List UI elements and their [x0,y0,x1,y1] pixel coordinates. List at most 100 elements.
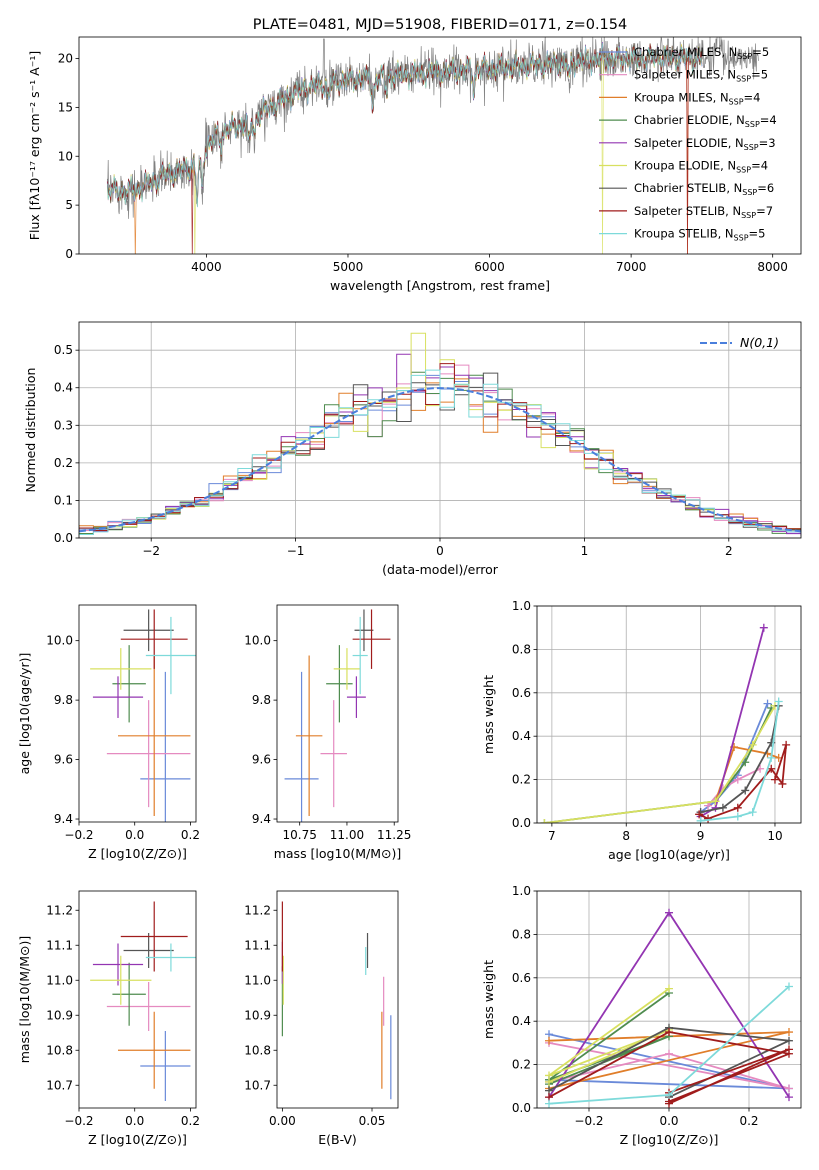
series-point [545,1036,553,1045]
chart-title: PLATE=0481, MJD=51908, FIBERID=0171, z=0… [253,17,627,33]
series-point [748,740,757,749]
series-point [718,803,727,812]
legend-label: Chabrier MILES, NSSP=5 [634,45,769,61]
x-tick-label: 7000 [616,260,647,274]
x-tick-label: 0.2 [739,1114,758,1128]
series-point [665,1049,673,1058]
y-tick-label: 10.9 [46,1008,73,1022]
y-tick-label: 10.9 [244,1008,271,1022]
x-tick-label: 0.2 [181,828,200,842]
y-tick-label: 0.4 [54,381,73,395]
errorbar-chabrier-stelib [354,609,374,652]
errorbar-salpeter-elodie [92,676,144,718]
legend-label: Salpeter ELODIE, NSSP=3 [634,136,776,152]
series-point [785,1028,793,1037]
axes: 10.75 11.00 11.25 9.4 9.6 9.8 10.0 mass [log10(… [244,604,411,861]
x-tick-label: 0.05 [359,1114,386,1128]
y-tick-label: 0.2 [512,773,531,787]
legend-label-prefix: Kroupa STELIB, N [634,227,734,241]
y-tick-label: 0.6 [512,971,531,985]
errorbar-salpeter-stelib [120,901,188,972]
x-tick-label: 11.25 [377,828,411,842]
y-tick-label: 1.0 [512,884,531,898]
errorbar-chabrier-elodie [112,962,146,1026]
legend-label-sub: SSP [741,211,756,220]
panel-mass-vs-Z: −0.2 0.0 0.2 10.7 10.8 10.9 11.0 11.1 11.2 Z [log… [17,890,200,1147]
series-point [665,908,673,917]
errorbar-salpeter-stelib [352,609,391,669]
errorbar-chabrier-stelib [123,933,174,968]
panel-massweight-vs-Z: −0.2 0.0 0.2 0.0 0.2 0.4 0.6 0.8 1.0 Z [log10(Z/Z… [481,884,802,1147]
errorbar-chabrier-miles [140,1031,191,1101]
x-tick-label: 8000 [757,260,788,274]
axes-frame [78,890,197,1109]
errorbar-chabrier-miles [284,671,319,822]
x-axis-label: E(B-V) [318,1132,357,1147]
y-tick-label: 11.0 [244,973,271,987]
series-point [782,740,791,749]
x-tick-label: 6000 [474,260,505,274]
legend-label-prefix: Kroupa ELODIE, N [634,159,736,173]
y-tick-label: 10.7 [46,1078,73,1092]
data-spectrum-line [106,37,759,219]
y-tick-label: 11.2 [46,903,73,917]
errorbar-salpeter-elodie [346,676,366,718]
errorbar-salpeter-miles [320,700,347,808]
legend-label-sub: SSP [736,75,751,84]
series-point [778,779,787,788]
series-point [759,623,768,632]
series-point [545,1071,553,1080]
x-tick-label: 7 [548,829,556,843]
axes-frame [536,605,802,824]
plot-area [540,623,791,823]
x-tick-label: 0.00 [269,1114,296,1128]
y-tick-label: 0.8 [512,927,531,941]
legend-label-sub: SSP [744,143,759,152]
y-tick-label: 10.8 [46,1043,73,1057]
y-tick-label: 0.0 [512,816,531,830]
x-tick-label: 0 [436,544,444,558]
legend-label: Kroupa ELODIE, NSSP=4 [634,159,768,175]
y-tick-label: 20 [58,52,73,66]
x-axis-label: Z [log10(Z/Z⊙)] [88,1132,187,1147]
x-tick-label: 0.0 [659,1114,678,1128]
panel-age-vs-Z: −0.2 0.0 0.2 9.4 9.6 9.8 10.0 Z [log10(Z/Z⊙)] ag… [17,604,200,861]
legend-label-sub: SSP [734,234,749,243]
legend-label-suffix: =5 [751,68,768,82]
axes: 7 8 9 10 0.0 0.2 0.4 0.6 0.8 1.0 age [log10(age/yr… [481,599,802,862]
legend-label-prefix: Chabrier STELIB, N [634,181,742,195]
errorbar-chabrier-elodie [326,645,353,723]
series-kroupa-stelib [545,982,793,1108]
y-tick-label: 5 [65,198,73,212]
x-axis-label: Z [log10(Z/Z⊙)] [620,1132,719,1147]
panel-residuals: −2 −1 0 1 2 0.0 0.1 0.2 0.3 0.4 0.5 (data-model)/er… [23,321,802,577]
panel-mass-vs-ebv: 0.00 0.05 10.7 10.8 10.9 11.0 11.1 11.2 E(B-V) [244,890,399,1147]
y-tick-label: 1.0 [512,599,531,613]
series-point [741,786,750,795]
y-tick-label: 9.6 [54,753,73,767]
y-tick-label: 10.0 [46,634,73,648]
y-tick-label: 10.8 [244,1043,271,1057]
errorbar-kroupa-stelib [145,943,196,972]
y-tick-label: 0.6 [512,686,531,700]
y-tick-label: 10.7 [244,1078,271,1092]
x-tick-label: −0.2 [574,1114,603,1128]
x-tick-label: 4000 [191,260,222,274]
axes-frame [78,604,197,823]
series-point [741,758,750,767]
y-tick-label: 0.2 [512,1058,531,1072]
y-tick-label: 9.4 [252,812,271,826]
series-point [704,814,713,823]
y-tick-label: 15 [58,100,73,114]
legend-label-suffix: =5 [752,45,769,59]
plot-area [90,901,196,1101]
y-axis-label: mass weight [481,960,496,1039]
y-tick-label: 0.0 [512,1101,531,1115]
y-tick-label: 9.8 [54,693,73,707]
y-tick-label: 0 [65,247,73,261]
x-tick-label: 9 [697,829,705,843]
series-point [733,803,742,812]
series-salpeter-elodie [696,623,768,821]
model-spectrum-kroupa-stelib [106,43,703,208]
